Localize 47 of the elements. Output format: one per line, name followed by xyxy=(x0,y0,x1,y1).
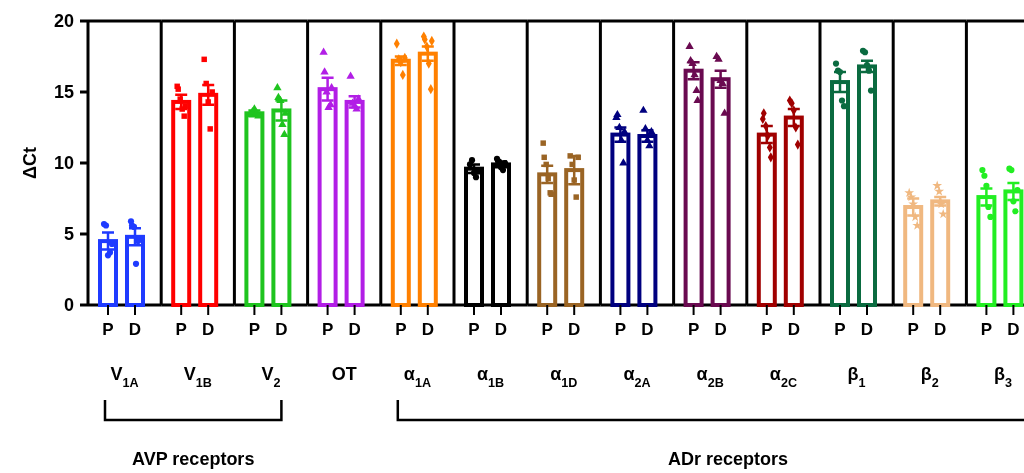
x-axis-title: α$_{1A}$ xyxy=(403,364,431,390)
y-tick-label: 15 xyxy=(53,82,74,103)
x-tick-label: D xyxy=(421,320,434,339)
x-tick-label: D xyxy=(860,320,874,339)
x-tick-label: P xyxy=(834,320,846,339)
x-axis-title: α$_{2A}$ xyxy=(623,364,651,390)
x-tick-label: P xyxy=(175,320,187,339)
text: ADr receptors xyxy=(668,449,789,469)
x-tick-label: D xyxy=(934,320,947,339)
y-tick-label: 0 xyxy=(63,295,74,316)
y-tick-label: 10 xyxy=(53,153,74,174)
x-tick-label: P xyxy=(468,320,480,339)
x-axis-title: V$_{2}$ xyxy=(261,364,281,390)
x-tick-label: D xyxy=(641,320,654,339)
x-tick-label: D xyxy=(714,320,727,339)
x-tick-label: P xyxy=(395,320,407,339)
x-tick-label: P xyxy=(248,320,261,339)
y-tick-label: 5 xyxy=(63,224,74,245)
x-tick-label: P xyxy=(541,320,553,339)
x-axis-title: β$_{1}$ xyxy=(847,364,866,390)
x-axis-title: β$_{2}$ xyxy=(920,364,939,390)
x-tick-label: P xyxy=(614,320,627,339)
x-axis-title: α$_{1B}$ xyxy=(477,364,505,390)
x-axis-title: V$_{1B}$ xyxy=(183,364,212,390)
x-tick-label: D xyxy=(275,320,288,339)
x-tick-label: D xyxy=(202,320,215,339)
y-axis-title: ΔCt xyxy=(20,147,40,179)
y-tick-label: 20 xyxy=(53,11,74,32)
x-tick-label: P xyxy=(321,320,334,339)
x-tick-label: P xyxy=(980,320,993,339)
x-tick-label: P xyxy=(102,320,114,339)
x-tick-label: D xyxy=(128,320,142,339)
x-tick-label: D xyxy=(568,320,581,339)
x-tick-label: D xyxy=(1007,320,1020,339)
x-axis-title: β$_{3}$ xyxy=(993,364,1013,390)
x-axis-title: α$_{1D}$ xyxy=(550,364,578,390)
x-tick-label: P xyxy=(761,320,773,339)
x-tick-label: D xyxy=(494,320,508,339)
x-tick-label: P xyxy=(687,320,700,339)
x-tick-label: D xyxy=(787,320,800,339)
x-tick-label: P xyxy=(907,320,919,339)
x-tick-label: D xyxy=(348,320,361,339)
x-axis-title: α$_{2B}$ xyxy=(696,364,724,390)
x-axis-title: OT xyxy=(331,364,357,384)
x-axis-title: α$_{2C}$ xyxy=(769,364,797,390)
x-axis-title: V$_{1A}$ xyxy=(110,364,139,390)
text: AVP receptors xyxy=(132,449,255,469)
